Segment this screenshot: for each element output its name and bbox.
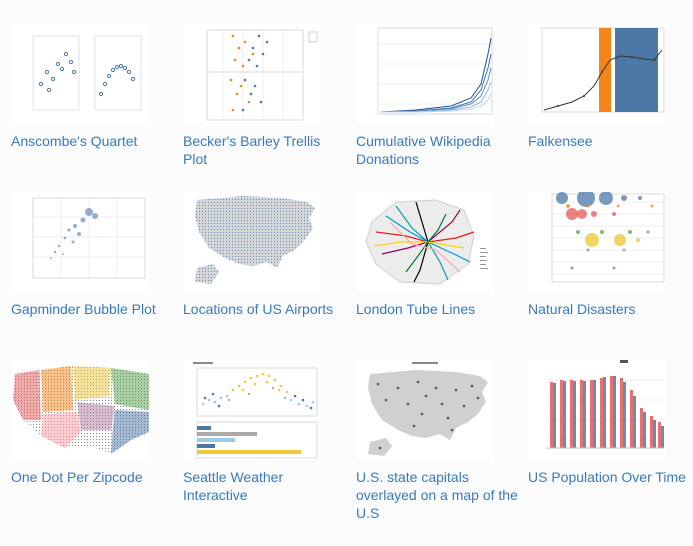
gallery-card-title[interactable]: Falkensee (528, 133, 593, 149)
gallery-card-title[interactable]: Gapminder Bubble Plot (11, 301, 156, 317)
gallery-card-title[interactable]: London Tube Lines (356, 301, 476, 317)
anscombe-quartet-thumbnail[interactable] (11, 24, 149, 124)
seattle-weather-thumbnail[interactable] (183, 360, 321, 460)
gallery-card-title[interactable]: Natural Disasters (528, 301, 636, 317)
gapminder-thumbnail[interactable] (11, 192, 149, 292)
gallery-card-title[interactable]: Locations of US Airports (183, 301, 334, 317)
us-population-thumbnail[interactable] (528, 360, 666, 460)
gallery-card-title[interactable]: Seattle Weather Interactive (183, 469, 284, 503)
gallery-card-title[interactable]: Becker's Barley Trellis Plot (183, 133, 321, 167)
gallery-card-title[interactable]: US Population Over Time (528, 469, 686, 485)
gallery-card-title[interactable]: One Dot Per Zipcode (11, 469, 143, 485)
state-capitals-map-thumbnail[interactable] (356, 360, 494, 460)
wikipedia-donations-thumbnail[interactable] (356, 24, 494, 124)
gallery-card-title[interactable]: Anscombe's Quartet (11, 133, 138, 149)
us-airports-map-thumbnail[interactable] (183, 192, 321, 292)
gallery-card-title[interactable]: U.S. state capitals overlayed on a map o… (356, 469, 518, 521)
falkensee-thumbnail[interactable] (528, 24, 666, 124)
natural-disasters-thumbnail[interactable] (528, 192, 666, 292)
zipcode-dot-map-thumbnail[interactable] (11, 360, 149, 460)
london-tube-map-thumbnail[interactable] (356, 192, 494, 292)
gallery-card-title[interactable]: Cumulative Wikipedia Donations (356, 133, 491, 167)
barley-trellis-thumbnail[interactable] (183, 24, 321, 124)
